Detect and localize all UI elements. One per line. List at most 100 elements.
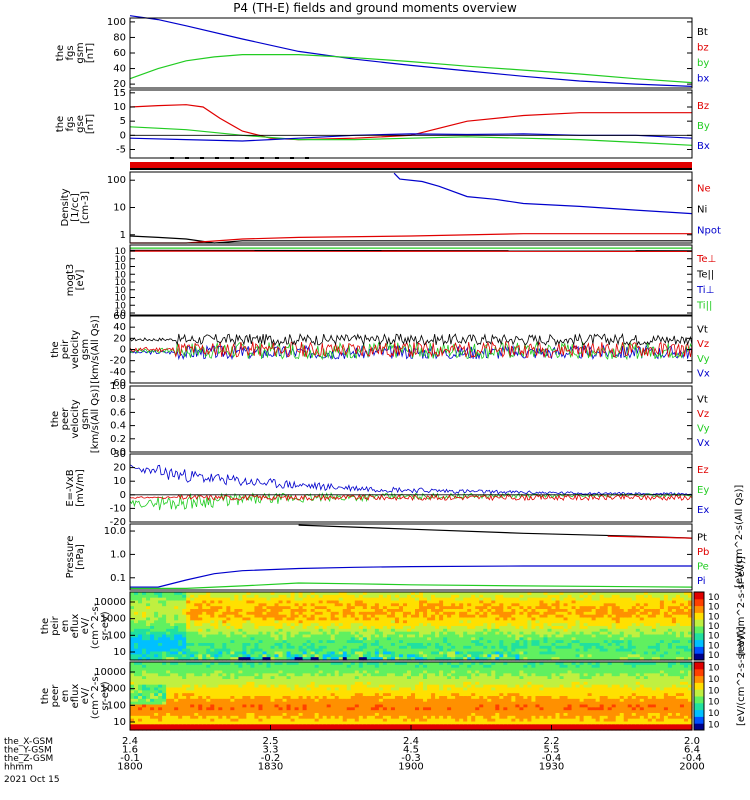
ytick-label: 0 — [120, 130, 126, 141]
heatmap-cell — [174, 614, 179, 619]
heatmap-cell — [559, 643, 565, 647]
heatmap-cell — [575, 657, 581, 661]
heatmap-cell — [471, 614, 476, 619]
heatmap-cell — [318, 724, 324, 728]
heatmap-cell — [687, 603, 693, 607]
heatmap-cell — [358, 640, 364, 644]
heatmap-cell — [439, 643, 444, 647]
ylabel: gse — [75, 115, 86, 133]
heatmap-cell — [599, 628, 605, 633]
heatmap-cell — [415, 648, 420, 653]
heatmap-cell — [619, 645, 625, 650]
heatmap-cell — [246, 718, 252, 723]
heatmap-cell — [354, 600, 360, 604]
heatmap-cell — [266, 654, 272, 658]
heatmap-cell — [298, 631, 304, 636]
heatmap-cell — [334, 611, 340, 616]
heatmap-cell — [290, 693, 296, 697]
heatmap-cell — [495, 603, 500, 607]
heatmap-cell — [174, 715, 179, 720]
heatmap-cell — [282, 696, 288, 700]
heatmap-cell — [278, 693, 284, 697]
heatmap-cell — [346, 640, 352, 644]
heatmap-cell — [302, 696, 308, 700]
heatmap-cell — [539, 597, 545, 602]
heatmap-cell — [290, 667, 296, 672]
heatmap-cell — [663, 651, 669, 655]
heatmap-cell — [250, 634, 256, 638]
heatmap-cell — [134, 664, 139, 669]
heatmap-cell — [523, 643, 529, 647]
heatmap-cell — [346, 693, 352, 697]
heatmap-cell — [647, 645, 653, 650]
heatmap-cell — [138, 667, 143, 672]
heatmap-cell — [619, 611, 625, 616]
heatmap-cell — [386, 643, 392, 647]
heatmap-cell — [218, 640, 223, 644]
heatmap-cell — [483, 611, 488, 616]
heatmap-cell — [134, 631, 139, 636]
ytick-label: 10 — [113, 102, 126, 113]
heatmap-cell — [631, 631, 637, 636]
panel-frame — [129, 523, 693, 591]
heatmap-cell — [479, 648, 484, 653]
heatmap-cell — [687, 640, 693, 644]
heatmap-cell — [218, 724, 223, 728]
heatmap-cell — [394, 606, 400, 610]
heatmap-cell — [182, 710, 187, 714]
heatmap-cell — [174, 687, 179, 691]
heatmap-cell — [471, 600, 476, 604]
heatmap-cell — [487, 634, 492, 638]
heatmap-cell — [463, 623, 468, 627]
heatmap-cell — [238, 654, 243, 658]
heatmap-cell — [190, 673, 195, 677]
heatmap-cell — [158, 609, 163, 613]
heatmap-cell — [491, 609, 496, 613]
heatmap-cell — [138, 721, 143, 725]
heatmap-cell — [615, 648, 621, 653]
heatmap-cell — [134, 715, 139, 720]
heatmap-cell — [591, 609, 597, 613]
heatmap-cell — [194, 620, 199, 624]
heatmap-cell — [138, 684, 143, 689]
heatmap-cell — [346, 606, 352, 610]
heatmap-cell — [330, 664, 336, 669]
heatmap-cell — [330, 662, 336, 666]
heatmap-cell — [194, 696, 199, 700]
heatmap-cell — [419, 614, 424, 619]
heatmap-cell — [539, 600, 545, 604]
heatmap-cell — [479, 637, 484, 641]
heatmap-cell — [354, 611, 360, 616]
heatmap-cell — [274, 657, 280, 661]
heatmap-cell — [459, 631, 464, 636]
heatmap-cell — [222, 701, 227, 706]
heatmap-cell — [210, 594, 215, 599]
heatmap-cell — [318, 623, 324, 627]
heatmap-cell — [310, 679, 316, 683]
heatmap-cell — [491, 648, 496, 653]
heatmap-cell — [190, 626, 195, 630]
heatmap-cell — [238, 673, 243, 677]
heatmap-cell — [134, 614, 139, 619]
heatmap-cell — [166, 651, 171, 655]
heatmap-cell — [274, 606, 280, 610]
heatmap-cell — [170, 718, 175, 723]
heatmap-cell — [294, 679, 300, 683]
heatmap-cell — [250, 679, 256, 683]
heatmap-cell — [246, 617, 252, 621]
heatmap-cell — [543, 600, 549, 604]
heatmap-cell — [326, 606, 332, 610]
heatmap-cell — [306, 645, 312, 650]
heatmap-cell — [178, 631, 183, 636]
heatmap-cell — [266, 626, 272, 630]
heatmap-cell — [242, 673, 248, 677]
heatmap-cell — [250, 648, 256, 653]
heatmap-cell — [202, 631, 207, 636]
heatmap-cell — [266, 701, 272, 706]
heatmap-cell — [174, 626, 179, 630]
heatmap-cell — [178, 603, 183, 607]
heatmap-cell — [286, 634, 292, 638]
heatmap-cell — [342, 690, 348, 694]
heatmap-cell — [198, 592, 203, 596]
heatmap-cell — [627, 620, 633, 624]
